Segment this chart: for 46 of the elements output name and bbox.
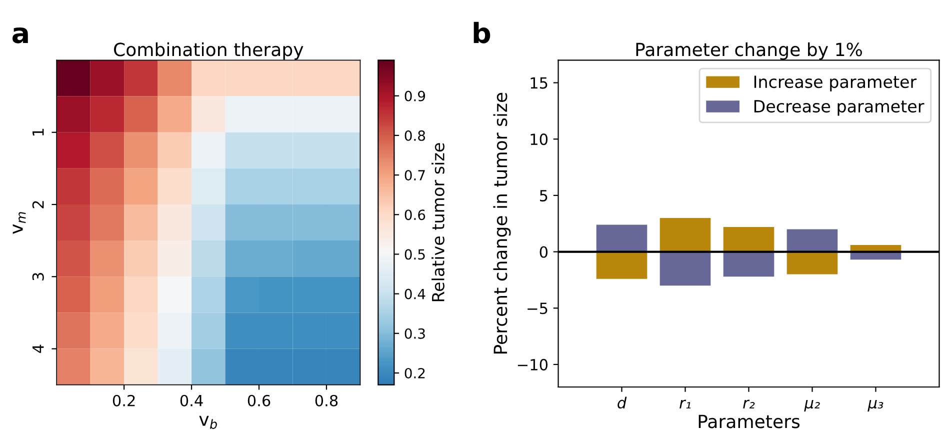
y-tick-label: 4 (32, 344, 44, 353)
y-tick-label: −5 (528, 302, 548, 314)
bar (723, 252, 774, 277)
y-tick-label: 3 (32, 273, 44, 280)
y-tick-label: 10 (530, 134, 548, 146)
y-tick-label: 0 (540, 246, 548, 258)
color-bar-label: 0.8 (404, 130, 426, 141)
y-tick-label: 5 (540, 190, 548, 202)
y-tick-label: −10 (518, 358, 548, 370)
x-tick-label: r₂ (743, 400, 755, 408)
y-tick-label: 1 (32, 128, 44, 136)
x-tick-label: 0.6 (248, 394, 270, 406)
color-bar-label: 0.7 (404, 170, 425, 180)
x-tick-label: 0.4 (180, 394, 203, 406)
bar (786, 252, 838, 274)
color-bar-label: 0.3 (404, 328, 425, 339)
x-axis-title: v$_{b}$ (199, 416, 217, 429)
bar (660, 218, 711, 252)
color-bar-label: 0.9 (404, 90, 426, 102)
y-tick-label: 2 (32, 201, 44, 208)
color-bar-title: Relative tumor size (432, 143, 444, 302)
x-tick-label: d (618, 396, 627, 409)
color-bar-label: 0.6 (404, 210, 426, 220)
text: b (474, 22, 490, 44)
bar (786, 229, 838, 252)
y-axis-title: Percent change in tumor size (493, 92, 511, 354)
chart-title: Parameter change by 1% (636, 42, 862, 60)
x-tick-label: 0.2 (112, 394, 135, 406)
legend-label: Increase parameter (754, 76, 917, 92)
y-axis-title: v$_{m}$ (12, 212, 26, 234)
bar (596, 224, 648, 252)
y-tick-label: 15 (530, 77, 548, 89)
x-tick-label: μ₂ (804, 400, 820, 412)
color-bar-label: 0.4 (404, 288, 426, 300)
legend-label: Decrease parameter (754, 100, 924, 116)
chart-title: Combination therapy (114, 42, 304, 60)
x-tick-label: 0.8 (315, 394, 338, 406)
bar (660, 252, 711, 286)
color-bar-label: 0.5 (404, 249, 425, 260)
bar (596, 252, 648, 279)
text: a (12, 27, 28, 44)
x-tick-label: μ₃ (868, 400, 884, 412)
color-bar-label: 0.2 (404, 368, 425, 378)
x-axis-title: Parameters (698, 414, 800, 428)
x-tick-label: r₁ (680, 400, 691, 408)
bar (723, 226, 774, 252)
